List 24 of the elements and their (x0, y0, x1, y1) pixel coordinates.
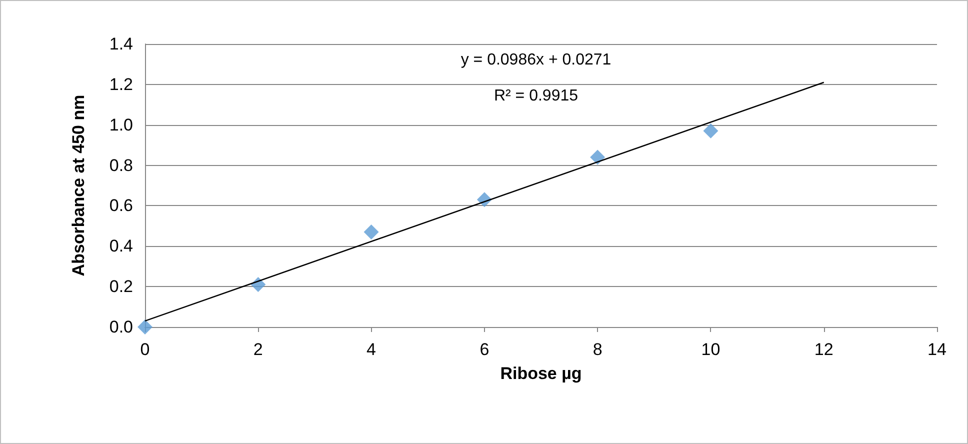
y-axis-title: Absorbance at 450 nm (69, 94, 88, 276)
x-tick-label: 4 (366, 340, 376, 359)
point (138, 320, 152, 334)
x-tick-label: 12 (814, 340, 834, 359)
x-tick-label: 14 (928, 340, 946, 359)
y-tick-label: 0.2 (109, 277, 133, 296)
x-axis-title: Ribose µg (500, 364, 582, 383)
x-tick-label: 6 (480, 340, 490, 359)
point (703, 123, 718, 138)
y-tick-label: 1.2 (109, 74, 133, 94)
y-tick-label: 0.6 (109, 196, 133, 216)
y-tick-label: 1.4 (109, 34, 133, 54)
point (364, 224, 379, 240)
x-tick-label: 0 (140, 340, 150, 359)
annotation: y = 0.0986x + 0.0271 (460, 52, 612, 68)
point (590, 150, 606, 165)
y-tick-label: 1.0 (109, 115, 133, 134)
x-tick-label: 2 (253, 340, 263, 359)
y-tick-label: 0.0 (109, 318, 133, 336)
y-tick-label: 0.8 (109, 156, 133, 175)
annotation: R² = 0.9915 (494, 88, 578, 104)
x-tick-label: 8 (592, 340, 602, 359)
y-tick-label: 0.4 (109, 236, 133, 256)
x-tick-label: 10 (701, 340, 720, 359)
